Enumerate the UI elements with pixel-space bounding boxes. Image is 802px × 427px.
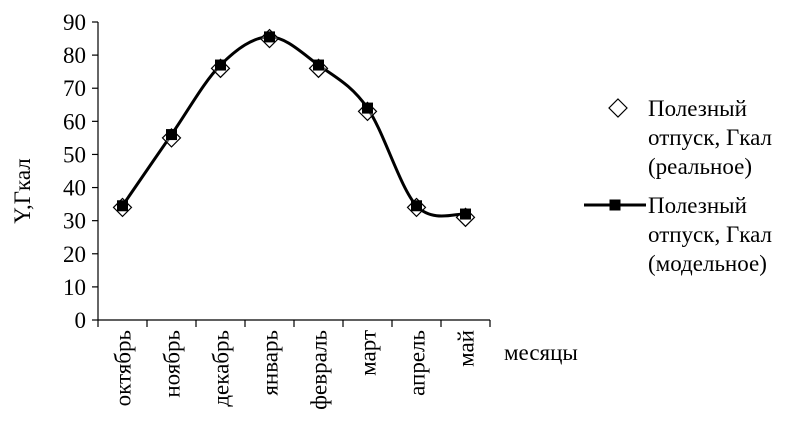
legend-entry-real: Полезный отпуск, Гкал (реальное) — [608, 96, 772, 179]
x-tick-label: март — [356, 330, 381, 376]
axes — [97, 22, 490, 321]
y-tick-label: 30 — [63, 209, 86, 234]
point-modeled — [264, 31, 275, 43]
y-ticks: 0 10 20 30 40 50 60 70 80 90 — [63, 10, 98, 333]
x-tick-label: май — [454, 330, 479, 367]
point-modeled — [215, 59, 226, 71]
x-tick-label: апрель — [405, 330, 430, 396]
legend-label-real: Полезный — [648, 96, 747, 121]
x-tick-label: январь — [258, 330, 283, 396]
series-layer — [112, 28, 476, 228]
legend-label-real: (реальное) — [648, 154, 752, 179]
y-tick-label: 0 — [75, 308, 87, 333]
x-tick-label: февраль — [307, 330, 332, 410]
point-modeled — [362, 102, 373, 114]
legend-label-modeled: отпуск, Гкал — [648, 222, 772, 247]
y-axis-title: Y,Гкал — [10, 158, 35, 223]
point-modeled — [411, 200, 422, 212]
series-line-modeled — [121, 35, 466, 218]
legend-marker-modeled — [609, 199, 621, 211]
x-ticks: октябрь ноябрь декабрь январь февраль март апр… — [97, 320, 491, 410]
y-tick-label: 90 — [63, 10, 86, 35]
y-tick-label: 60 — [63, 109, 86, 134]
x-tick-label: декабрь — [209, 330, 234, 407]
x-axis-title: месяцы — [504, 340, 578, 365]
point-modeled — [460, 208, 471, 220]
point-modeled — [166, 129, 177, 141]
y-tick-label: 10 — [63, 275, 86, 300]
legend-label-real: отпуск, Гкал — [648, 125, 772, 150]
x-tick-label: ноябрь — [160, 330, 185, 398]
legend-entry-modeled: Полезный отпуск, Гкал (модельное) — [584, 193, 772, 276]
legend: Полезный отпуск, Гкал (реальное) Полезный от… — [584, 96, 772, 276]
point-modeled — [313, 59, 324, 71]
legend-marker-real — [608, 98, 628, 118]
y-tick-label: 80 — [63, 43, 86, 68]
point-modeled — [117, 200, 128, 212]
y-tick-label: 40 — [63, 176, 86, 201]
legend-label-modeled: Полезный — [648, 193, 747, 218]
y-tick-label: 70 — [63, 76, 86, 101]
y-tick-label: 20 — [63, 242, 86, 267]
x-tick-label: октябрь — [111, 330, 136, 406]
legend-label-modeled: (модельное) — [648, 251, 767, 276]
y-tick-label: 50 — [63, 142, 86, 167]
